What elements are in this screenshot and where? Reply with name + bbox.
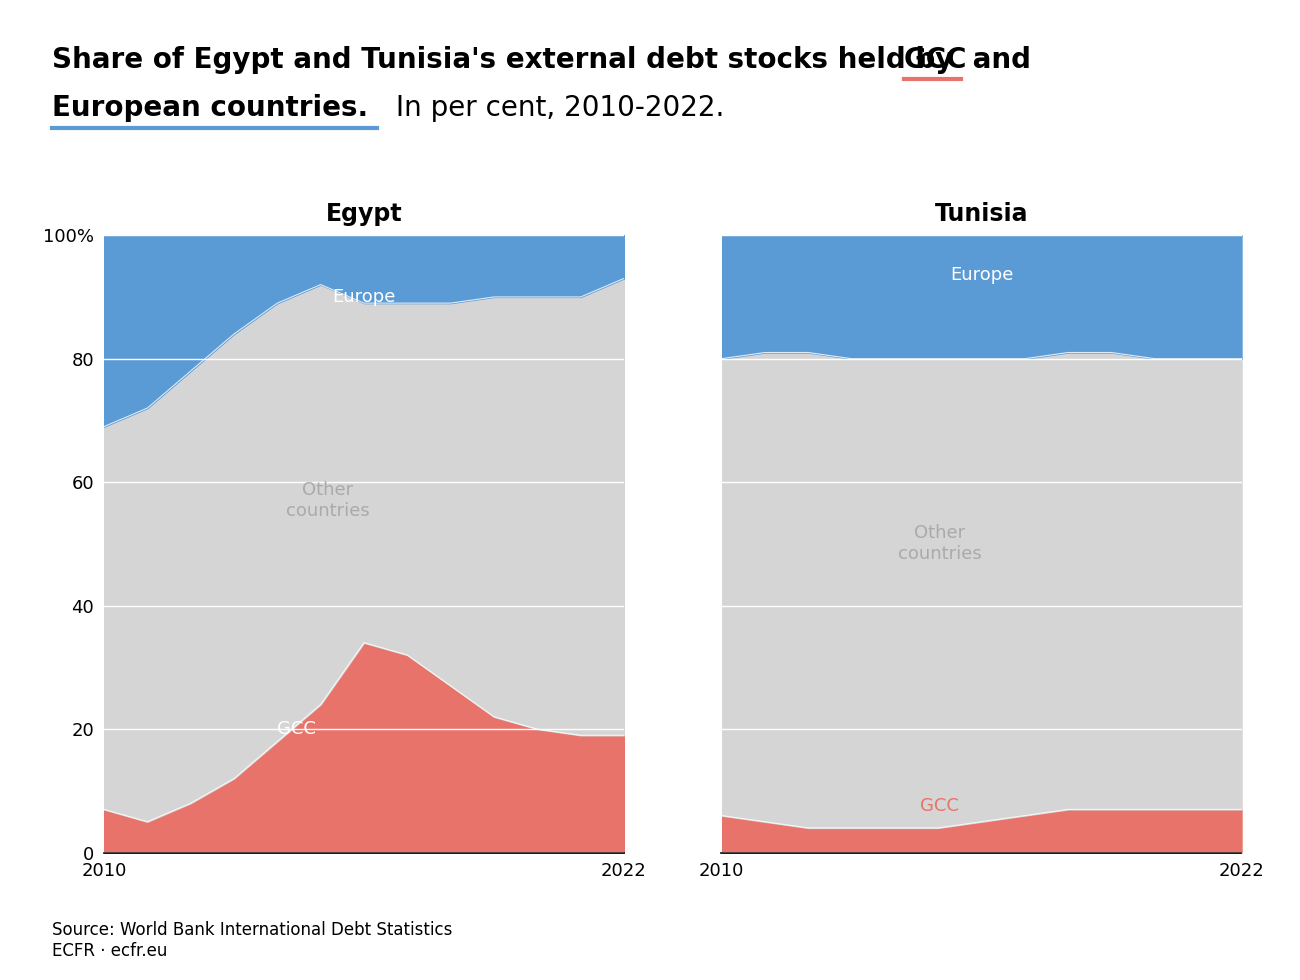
Text: European countries.: European countries.: [52, 94, 368, 122]
Text: In per cent, 2010-2022.: In per cent, 2010-2022.: [387, 94, 725, 122]
Text: GCC: GCC: [277, 720, 316, 738]
Title: Tunisia: Tunisia: [935, 202, 1028, 226]
Text: Source: World Bank International Debt Statistics
ECFR · ecfr.eu: Source: World Bank International Debt St…: [52, 921, 452, 960]
Text: Share of Egypt and Tunisia's external debt stocks held by: Share of Egypt and Tunisia's external de…: [52, 45, 963, 74]
Text: Europe: Europe: [333, 288, 395, 306]
Text: Other
countries: Other countries: [898, 524, 982, 564]
Text: GCC: GCC: [903, 45, 967, 74]
Text: Other
countries: Other countries: [286, 481, 369, 520]
Text: Europe: Europe: [950, 267, 1013, 284]
Text: GCC: GCC: [920, 798, 959, 815]
Text: and: and: [963, 45, 1031, 74]
Title: Egypt: Egypt: [326, 202, 402, 226]
